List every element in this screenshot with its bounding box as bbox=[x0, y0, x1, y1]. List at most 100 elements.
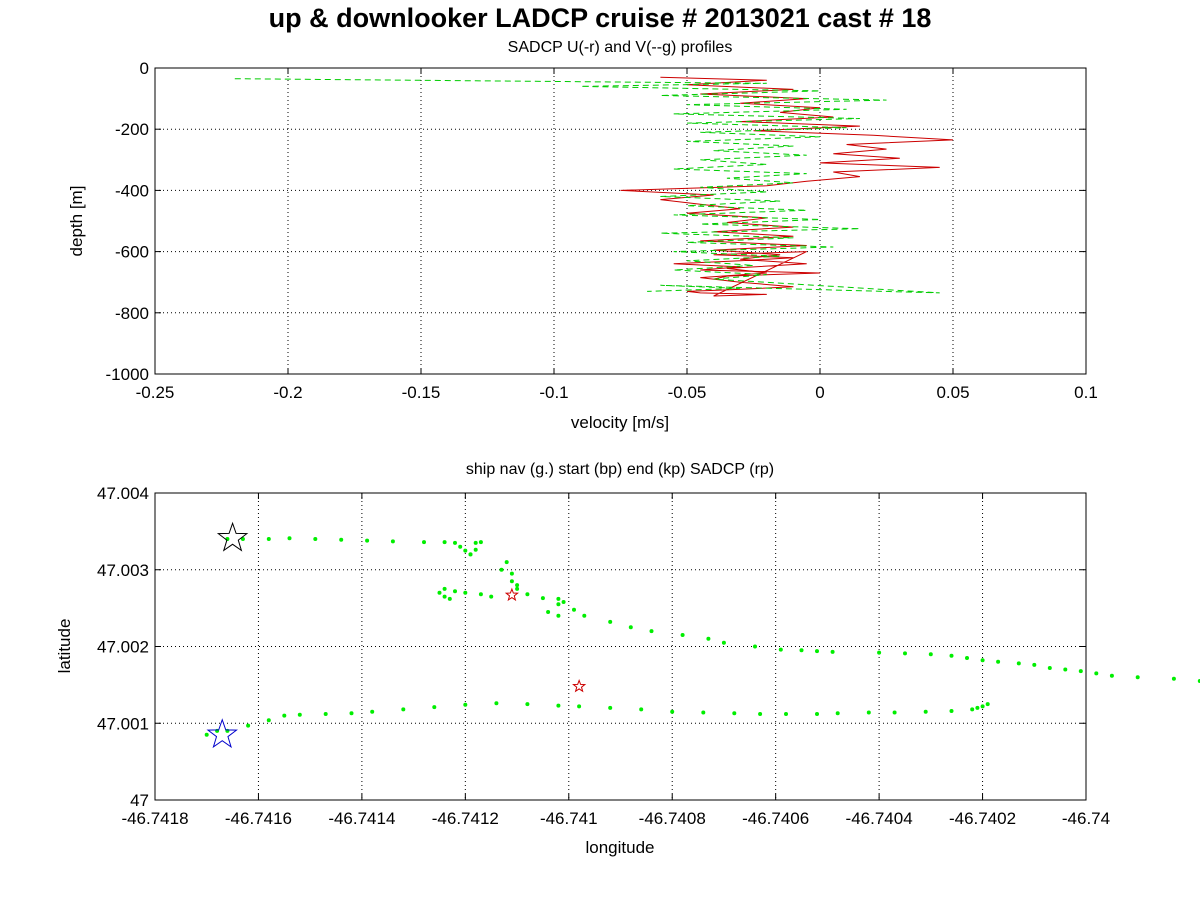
nav-point bbox=[784, 712, 788, 716]
profile-y-axis-label: depth [m] bbox=[67, 186, 86, 257]
nav-point bbox=[349, 711, 354, 716]
nav-plot-frame bbox=[154, 492, 1087, 801]
nav-point bbox=[680, 633, 685, 637]
nav-point bbox=[478, 592, 483, 597]
nav-x-tick-label: -46.7402 bbox=[949, 809, 1016, 828]
nav-point bbox=[509, 571, 514, 576]
nav-point bbox=[1171, 676, 1176, 681]
nav-point bbox=[903, 651, 907, 656]
nav-point bbox=[670, 709, 675, 714]
nav-point bbox=[815, 712, 819, 716]
nav-point bbox=[473, 540, 478, 545]
nav-point bbox=[577, 704, 582, 709]
nav-point bbox=[949, 653, 954, 658]
nav-point bbox=[489, 594, 494, 599]
sadcp-star-marker bbox=[504, 587, 519, 602]
nav-x-tick-label: -46.74 bbox=[1062, 809, 1110, 828]
nav-point bbox=[339, 537, 344, 542]
nav-point bbox=[561, 600, 566, 604]
nav-point bbox=[830, 649, 835, 654]
nav-point bbox=[540, 596, 545, 601]
nav-point bbox=[799, 648, 804, 653]
profile-chart-title: SADCP U(-r) and V(--g) profiles bbox=[508, 39, 733, 56]
nav-points bbox=[204, 521, 1200, 749]
nav-y-tick-label: 47.004 bbox=[97, 484, 149, 503]
profile-x-tick-label: 0.1 bbox=[1074, 383, 1098, 402]
nav-point bbox=[504, 560, 509, 565]
nav-point bbox=[556, 596, 561, 601]
profile-y-tick-label: 0 bbox=[140, 59, 149, 78]
nav-point bbox=[701, 710, 706, 715]
nav-point bbox=[1016, 661, 1021, 666]
nav-point bbox=[473, 547, 478, 552]
start-star-marker bbox=[206, 718, 238, 749]
profile-plot-frame bbox=[154, 67, 1087, 375]
nav-point bbox=[1109, 673, 1114, 678]
figure-title: up & downlooker LADCP cruise # 2013021 c… bbox=[269, 3, 932, 33]
nav-point bbox=[266, 718, 271, 723]
nav-point bbox=[1063, 667, 1068, 672]
nav-point bbox=[965, 656, 969, 660]
nav-point bbox=[753, 644, 757, 649]
nav-point bbox=[494, 701, 499, 706]
nav-y-tick-label: 47.002 bbox=[97, 638, 149, 657]
nav-point bbox=[453, 540, 457, 545]
nav-point bbox=[525, 702, 530, 707]
profile-grid bbox=[155, 68, 1086, 374]
nav-point bbox=[980, 658, 985, 663]
nav-point bbox=[390, 539, 395, 544]
profile-y-tick-label: -600 bbox=[115, 243, 149, 262]
nav-y-tick-label: 47 bbox=[130, 791, 149, 810]
nav-point bbox=[297, 712, 302, 717]
nav-point bbox=[877, 650, 882, 655]
nav-point bbox=[582, 613, 587, 618]
nav-point bbox=[892, 710, 897, 715]
profile-x-tick-label: -0.05 bbox=[668, 383, 707, 402]
nav-point bbox=[639, 707, 644, 712]
nav-point bbox=[313, 537, 318, 541]
nav-point bbox=[815, 649, 819, 654]
nav-chart-title: ship nav (g.) start (bp) end (kp) SADCP … bbox=[466, 461, 774, 478]
nav-point bbox=[401, 707, 406, 712]
nav-point bbox=[556, 613, 561, 618]
nav-point bbox=[246, 723, 251, 728]
nav-x-tick-label: -46.7404 bbox=[846, 809, 913, 828]
nav-point bbox=[463, 590, 468, 595]
end-star-marker bbox=[216, 521, 249, 552]
profile-x-tick-label: -0.1 bbox=[539, 383, 568, 402]
nav-point bbox=[437, 590, 442, 595]
nav-point bbox=[835, 711, 840, 716]
nav-point bbox=[468, 552, 473, 557]
ship-nav-panel: ship nav (g.) start (bp) end (kp) SADCP … bbox=[55, 461, 1200, 857]
nav-point bbox=[266, 537, 271, 541]
nav-x-tick-label: -46.7418 bbox=[121, 809, 188, 828]
nav-point bbox=[706, 636, 711, 641]
nav-point bbox=[525, 592, 530, 597]
nav-point bbox=[923, 709, 928, 714]
nav-point bbox=[928, 652, 933, 657]
nav-point bbox=[499, 567, 504, 572]
nav-point bbox=[649, 629, 654, 634]
nav-point bbox=[1197, 679, 1200, 683]
nav-point bbox=[608, 619, 613, 624]
nav-point bbox=[432, 705, 437, 710]
nav-point bbox=[1094, 671, 1099, 676]
nav-point bbox=[975, 705, 980, 710]
nav-point bbox=[556, 703, 561, 708]
nav-point bbox=[515, 586, 520, 591]
nav-point bbox=[453, 589, 457, 594]
nav-point bbox=[365, 538, 370, 543]
profile-series bbox=[234, 76, 954, 297]
nav-point bbox=[758, 712, 763, 716]
nav-point bbox=[949, 709, 954, 713]
profile-y-tick-label: -400 bbox=[115, 181, 149, 200]
nav-x-tick-label: -46.7412 bbox=[432, 809, 499, 828]
nav-point bbox=[1047, 666, 1052, 670]
nav-point bbox=[442, 586, 447, 591]
profile-y-tick-label: -200 bbox=[115, 120, 149, 139]
u-velocity-line bbox=[620, 76, 954, 297]
profile-x-tick-label: -0.2 bbox=[273, 383, 302, 402]
nav-x-tick-label: -46.7408 bbox=[639, 809, 706, 828]
profile-y-tick-label: -800 bbox=[115, 304, 149, 323]
